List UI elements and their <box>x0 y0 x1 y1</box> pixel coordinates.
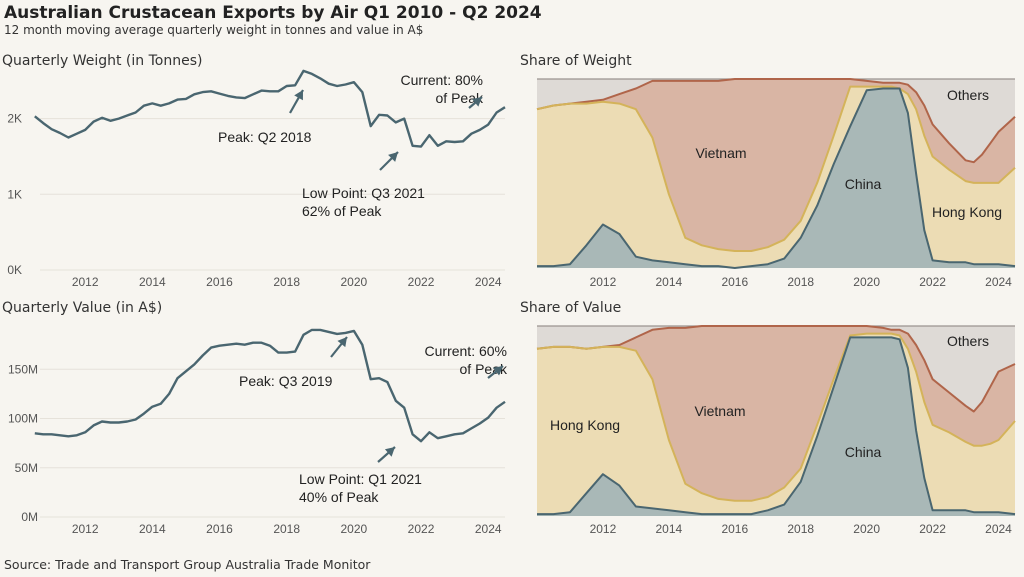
area-edge-hong-kong <box>536 85 1016 252</box>
panel-title: Share of Value <box>520 300 621 316</box>
x-tick-label: 2018 <box>273 522 300 536</box>
x-tick-label: 2018 <box>273 275 300 289</box>
y-tick-label: 150M <box>8 362 38 376</box>
x-tick-label: 2024 <box>475 522 502 536</box>
x-tick-label: 2024 <box>985 522 1012 536</box>
x-tick-label: 2018 <box>787 275 814 289</box>
y-tick-label: 0K <box>7 263 22 277</box>
annotation-text: of Peak <box>436 90 484 106</box>
x-tick-label: 2024 <box>985 275 1012 289</box>
x-tick-label: 2020 <box>341 275 368 289</box>
y-tick-label: 1K <box>7 187 22 201</box>
area-edge-vietnam <box>536 78 1016 164</box>
x-tick-label: 2016 <box>206 522 233 536</box>
annotation-arrow-head <box>388 152 398 162</box>
area-label-others: Others <box>947 87 989 103</box>
x-tick-label: 2022 <box>408 522 435 536</box>
annotation-text: Low Point: Q3 2021 <box>302 185 425 201</box>
x-tick-label: 2012 <box>590 275 617 289</box>
panel-title: Share of Weight <box>520 53 632 69</box>
x-tick-label: 2014 <box>656 275 683 289</box>
x-tick-label: 2022 <box>919 522 946 536</box>
area-china <box>537 337 1015 516</box>
area-edge-hong-kong <box>536 332 1016 502</box>
area-edge-china <box>537 336 1016 516</box>
annotation-arrow-head <box>471 97 482 107</box>
y-tick-label: 50M <box>15 461 38 475</box>
series-line <box>34 69 506 148</box>
annotation-arrow-head <box>492 366 503 376</box>
source-note: Source: Trade and Transport Group Austra… <box>4 557 371 572</box>
area-label-others: Others <box>947 333 989 349</box>
y-tick-label: 2K <box>7 112 22 126</box>
x-tick-label: 2014 <box>656 522 683 536</box>
x-tick-label: 2020 <box>341 522 368 536</box>
annotation-arrow-head <box>384 447 395 457</box>
y-tick-label: 100M <box>8 412 38 426</box>
area-label-vietnam: Vietnam <box>695 145 746 161</box>
panel-title: Quarterly Value (in A$) <box>2 300 162 316</box>
area-edge-china <box>537 87 1016 269</box>
annotation-text: 40% of Peak <box>299 489 379 505</box>
annotation-text: Current: 60% <box>425 343 507 359</box>
chart-title: Australian Crustacean Exports by Air Q1 … <box>4 3 542 23</box>
y-tick-label: 0M <box>21 510 38 524</box>
series-line <box>34 328 506 443</box>
area-label-vietnam: Vietnam <box>694 403 745 419</box>
annotation-arrow-head <box>294 90 303 101</box>
annotation-text: Current: 80% <box>401 72 483 88</box>
x-tick-label: 2012 <box>72 275 99 289</box>
x-tick-label: 2022 <box>919 275 946 289</box>
area-label-china: China <box>845 444 882 460</box>
x-tick-label: 2016 <box>721 522 748 536</box>
area-label-china: China <box>845 176 882 192</box>
x-tick-label: 2024 <box>475 275 502 289</box>
annotation-text: Low Point: Q1 2021 <box>299 471 422 487</box>
area-label-hong-kong: Hong Kong <box>932 204 1002 220</box>
x-tick-label: 2016 <box>721 275 748 289</box>
panel-title: Quarterly Weight (in Tonnes) <box>2 53 202 69</box>
annotation-text: 62% of Peak <box>302 203 382 219</box>
chart-subtitle: 12 month moving average quarterly weight… <box>4 23 424 37</box>
x-tick-label: 2012 <box>72 522 99 536</box>
x-tick-label: 2018 <box>787 522 814 536</box>
x-tick-label: 2016 <box>206 275 233 289</box>
area-edge-vietnam <box>536 325 1016 413</box>
x-tick-label: 2020 <box>853 275 880 289</box>
area-label-hong-kong: Hong Kong <box>550 417 620 433</box>
annotation-text: Peak: Q3 2019 <box>239 373 333 389</box>
annotation-arrow-head <box>337 337 347 348</box>
area-china <box>537 88 1015 268</box>
x-tick-label: 2012 <box>590 522 617 536</box>
x-tick-label: 2014 <box>139 275 166 289</box>
x-tick-label: 2022 <box>408 275 435 289</box>
annotation-text: Peak: Q2 2018 <box>218 129 312 145</box>
x-tick-label: 2014 <box>139 522 166 536</box>
x-tick-label: 2020 <box>853 522 880 536</box>
